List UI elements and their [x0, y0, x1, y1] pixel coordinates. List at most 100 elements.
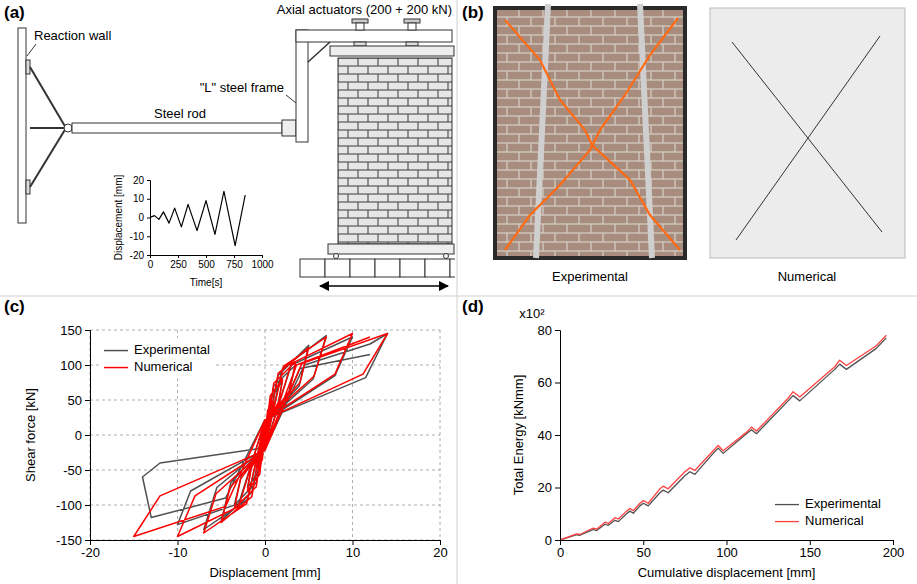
tick-label: 80	[538, 323, 552, 338]
brick	[604, 216, 627, 224]
brick	[556, 198, 579, 206]
brick	[592, 117, 615, 125]
brick	[399, 123, 418, 130]
brick	[359, 91, 378, 98]
foundation-block	[375, 259, 400, 277]
brick	[389, 115, 408, 122]
brick	[359, 107, 378, 114]
brick	[580, 90, 603, 98]
tick: 10	[346, 540, 360, 560]
l-frame	[296, 30, 308, 142]
caption: Numerical	[778, 269, 837, 284]
tick-mark	[147, 255, 150, 256]
brick	[508, 180, 531, 188]
legend-swatch	[104, 367, 128, 369]
l-frame	[296, 30, 452, 42]
tick: 0	[557, 540, 564, 560]
legend-swatch	[104, 350, 128, 352]
strut	[30, 128, 66, 187]
brick	[496, 207, 519, 215]
series-line	[134, 334, 388, 537]
brick	[338, 83, 347, 90]
brick	[664, 117, 685, 125]
brick	[338, 131, 347, 138]
brick	[664, 207, 685, 215]
tick-mark	[178, 255, 179, 258]
brick	[439, 219, 452, 226]
brick	[556, 216, 579, 224]
brick	[508, 108, 531, 116]
tick-label: 150	[799, 545, 821, 560]
x-axis-title: Time[s]	[190, 277, 223, 288]
tick-mark	[555, 383, 560, 384]
brick	[349, 67, 368, 74]
brick	[664, 171, 685, 179]
brick	[349, 131, 368, 138]
series-line	[560, 338, 886, 540]
tick-label: 0	[557, 545, 564, 560]
brick	[399, 155, 418, 162]
tick: 150	[60, 323, 90, 338]
tick: 250	[170, 255, 187, 270]
tick-label: 150	[60, 323, 82, 338]
brick	[508, 72, 531, 80]
brick	[359, 235, 378, 242]
brick	[349, 83, 368, 90]
crack-line	[505, 20, 680, 250]
tick-label: 20	[538, 480, 552, 495]
brick	[580, 216, 603, 224]
brick	[338, 211, 347, 218]
panel-divider	[457, 0, 458, 584]
brick	[419, 139, 438, 146]
brick	[604, 36, 627, 44]
brick	[379, 219, 398, 226]
brick	[369, 83, 388, 90]
brick	[604, 180, 627, 188]
brick	[359, 155, 378, 162]
brick	[664, 189, 685, 197]
y-axis-title: Shear force [kN]	[23, 388, 38, 482]
brick	[339, 203, 358, 210]
brick	[556, 18, 579, 26]
brick	[664, 63, 685, 71]
brick	[532, 180, 555, 188]
brick	[338, 115, 347, 122]
tick-mark	[555, 540, 560, 541]
brick	[496, 153, 519, 161]
rod-end	[282, 120, 296, 136]
tick: 200	[883, 540, 905, 560]
brick	[389, 147, 408, 154]
foundation-block	[300, 259, 325, 277]
tick-label: 500	[198, 259, 215, 270]
brick	[429, 227, 448, 234]
grid-line	[90, 400, 440, 401]
brick	[640, 153, 663, 161]
brick	[664, 153, 685, 161]
brick	[429, 195, 448, 202]
tick-mark	[85, 365, 90, 366]
tick-label: -10	[169, 545, 188, 560]
brick	[664, 225, 685, 233]
tick: -20	[81, 540, 100, 560]
brick	[664, 135, 685, 143]
tick-label: -10	[130, 231, 145, 242]
brick	[439, 91, 452, 98]
grid-line	[90, 330, 440, 331]
brick	[359, 219, 378, 226]
brick	[520, 27, 543, 35]
tick: 0	[148, 255, 154, 270]
brick	[544, 135, 567, 143]
tick-label: 0	[138, 212, 144, 223]
tick-mark	[147, 180, 150, 181]
tick-mark	[85, 470, 90, 471]
tick-mark	[206, 255, 207, 258]
brick	[369, 115, 388, 122]
brick	[604, 126, 627, 134]
brick	[399, 171, 418, 178]
brick	[556, 234, 579, 242]
axis-line	[555, 331, 561, 541]
actuator	[408, 23, 416, 30]
model-crack	[732, 42, 882, 232]
tick-label: 750	[226, 259, 243, 270]
plot-area	[134, 334, 388, 537]
